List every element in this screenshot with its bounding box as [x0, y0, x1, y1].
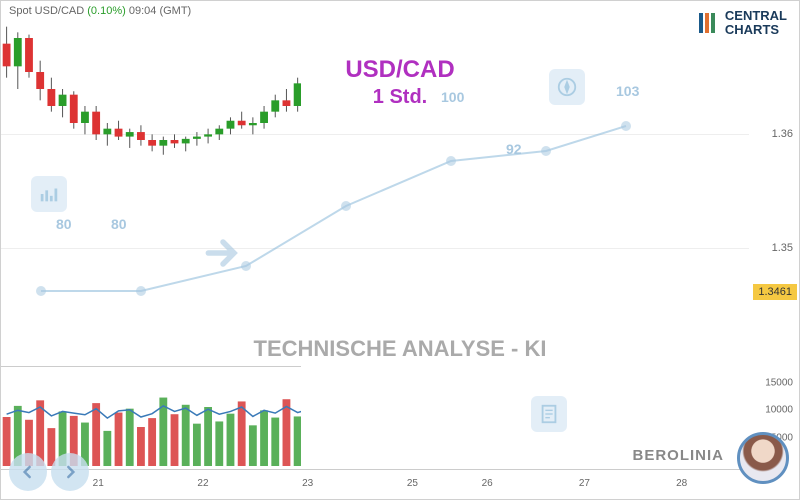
chart-container: Spot USD/CAD (0.10%) 09:04 (GMT) CENTRAL… [0, 0, 800, 500]
wm-label-103: 103 [616, 83, 639, 99]
current-price-tag: 1.3461 [753, 284, 797, 300]
berolinia-label: BEROLINIA [633, 447, 725, 464]
x-axis: 21222325262728 [1, 469, 749, 499]
price-change: (0.10%) [87, 5, 126, 17]
wm-label-80a: 80 [56, 216, 72, 232]
watermark-doc-icon [531, 396, 567, 432]
price-y-axis: 1.351.36 [751, 21, 799, 361]
nav-buttons [9, 453, 89, 491]
wm-label-92: 92 [506, 141, 522, 157]
watermark-chart-icon [31, 176, 67, 212]
nav-next-button[interactable] [51, 453, 89, 491]
chart-header: Spot USD/CAD (0.10%) 09:04 (GMT) [9, 5, 191, 17]
watermark-arrow-icon [201, 231, 245, 280]
tz-label: (GMT) [159, 5, 191, 17]
avatar-icon[interactable] [737, 432, 789, 484]
watermark-compass-icon [549, 69, 585, 105]
instrument-name: Spot USD/CAD [9, 5, 84, 17]
time-label: 09:04 [129, 5, 157, 17]
timeframe-label: 1 Std. [345, 86, 454, 109]
wm-label-80b: 80 [111, 216, 127, 232]
pair-label: USD/CAD [345, 56, 454, 84]
nav-prev-button[interactable] [9, 453, 47, 491]
volume-chart[interactable] [1, 366, 301, 466]
wm-label-100: 100 [441, 89, 464, 105]
overlay-title: USD/CAD 1 Std. [345, 56, 454, 109]
brand-logo-icon [695, 11, 719, 35]
